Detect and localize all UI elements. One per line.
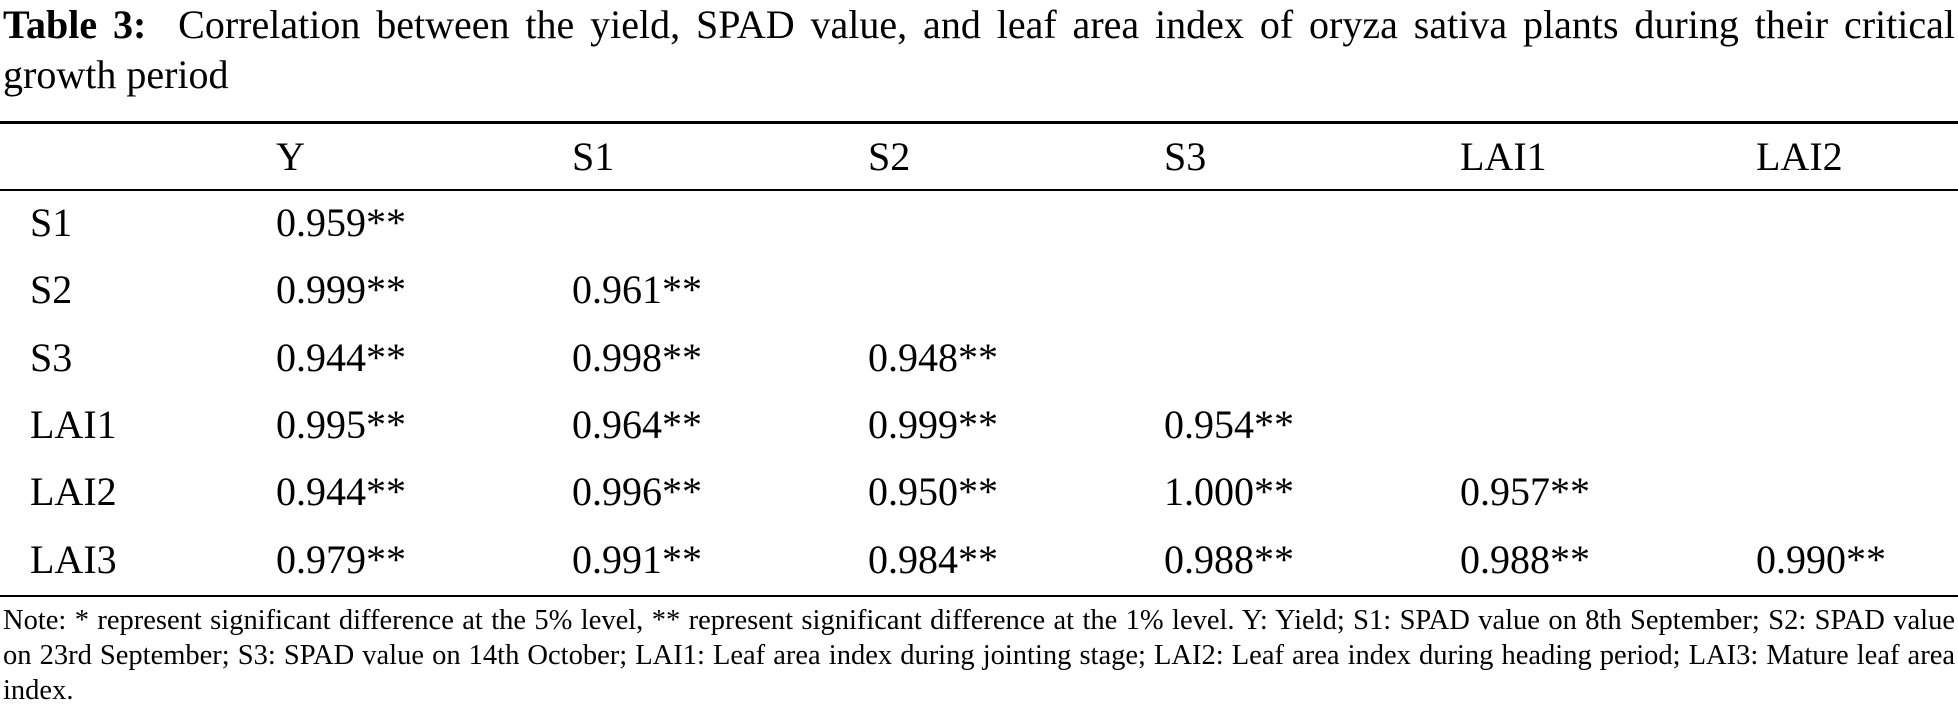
header-y: Y [276, 134, 305, 179]
table-cell: 0.979** [276, 536, 406, 582]
table-cell [868, 189, 1164, 256]
header-row: Y S1 S2 S3 LAI1 LAI2 [0, 124, 1958, 189]
table-cell: 0.988** [1460, 536, 1590, 582]
table-cell [572, 189, 868, 256]
header-rule [0, 189, 1958, 191]
table-note: Note: * represent significant difference… [3, 605, 1955, 706]
table-cell: 0.944** [276, 469, 406, 515]
table-row: S3 0.944** 0.998** 0.948** [0, 324, 1958, 391]
table-cell [1460, 256, 1756, 323]
table-cell: 0.988** [1164, 536, 1294, 582]
row-label: LAI1 [30, 402, 117, 448]
table-cell: 0.990** [1756, 536, 1886, 582]
table-row: S1 0.959** [0, 189, 1958, 256]
table-cell [1460, 391, 1756, 458]
row-label: LAI2 [30, 469, 117, 515]
table-caption: Table 3: Correlation between the yield, … [3, 0, 1955, 100]
table-cell: 0.999** [276, 267, 406, 313]
table-cell [1756, 391, 1958, 458]
row-label: S1 [30, 200, 73, 246]
row-label: S3 [30, 334, 73, 380]
header-s2: S2 [868, 134, 911, 179]
table-cell [1756, 256, 1958, 323]
table-cell: 0.948** [868, 334, 998, 380]
bottom-rule [0, 595, 1958, 597]
table-cell [1460, 324, 1756, 391]
header-lai1: LAI1 [1460, 134, 1547, 179]
table-row: LAI1 0.995** 0.964** 0.999** 0.954** [0, 391, 1958, 458]
table-cell: 0.944** [276, 334, 406, 380]
table-cell: 0.984** [868, 536, 998, 582]
table-cell: 0.999** [868, 402, 998, 448]
table-cell [1756, 189, 1958, 256]
row-label: LAI3 [30, 536, 117, 582]
table-cell: 1.000** [1164, 469, 1294, 515]
table-cell [1164, 256, 1460, 323]
header-lai2: LAI2 [1756, 134, 1843, 179]
table-cell: 0.991** [572, 536, 702, 582]
table-cell [1164, 189, 1460, 256]
table-cell [1756, 458, 1958, 525]
table-cell: 0.996** [572, 469, 702, 515]
table-cell [1164, 324, 1460, 391]
row-label: S2 [30, 267, 73, 313]
table-label: Table 3: [3, 2, 147, 47]
table-cell: 0.995** [276, 402, 406, 448]
table-row: S2 0.999** 0.961** [0, 256, 1958, 323]
table-cell: 0.964** [572, 402, 702, 448]
table-cell: 0.961** [572, 267, 702, 313]
table-cell [868, 256, 1164, 323]
header-s3: S3 [1164, 134, 1207, 179]
table-cell [1756, 324, 1958, 391]
table-cell: 0.950** [868, 469, 998, 515]
table-title: Correlation between the yield, SPAD valu… [3, 2, 1955, 97]
top-rule [0, 121, 1958, 124]
table-cell [1460, 189, 1756, 256]
table-cell: 0.957** [1460, 469, 1590, 515]
correlation-table: Y S1 S2 S3 LAI1 LAI2 S1 0.959** S2 0.999… [0, 124, 1958, 593]
table-cell: 0.959** [276, 200, 406, 246]
header-s1: S1 [572, 134, 615, 179]
table-row: LAI2 0.944** 0.996** 0.950** 1.000** 0.9… [0, 458, 1958, 525]
header-corner [0, 124, 276, 189]
table-cell: 0.954** [1164, 402, 1294, 448]
table-row: LAI3 0.979** 0.991** 0.984** 0.988** 0.9… [0, 525, 1958, 592]
table-cell: 0.998** [572, 334, 702, 380]
